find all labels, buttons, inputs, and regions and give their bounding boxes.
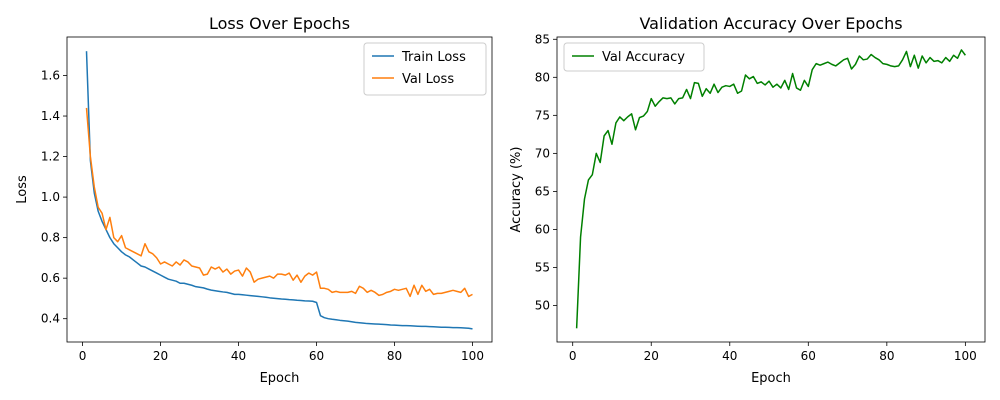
x-tick-label: 80 [387,349,402,363]
legend-label: Train Loss [401,50,466,65]
y-tick-label: 1.2 [41,150,60,164]
y-tick-label: 55 [535,260,550,274]
series-line-val-accuracy [577,50,966,328]
x-tick-label: 100 [954,349,977,363]
x-tick-label: 60 [801,349,816,363]
legend-label: Val Accuracy [602,50,685,65]
y-tick-label: 0.4 [41,312,60,326]
chart-title: Loss Over Epochs [209,14,350,33]
x-tick-label: 40 [231,349,246,363]
x-tick-label: 40 [722,349,737,363]
y-tick-label: 1.4 [41,109,60,123]
legend: Val Accuracy [564,43,704,71]
y-tick-label: 65 [535,184,550,198]
x-tick-label: 60 [309,349,324,363]
x-tick-label: 0 [79,349,87,363]
series-line-val-loss [87,108,473,296]
chart-title: Validation Accuracy Over Epochs [639,14,902,33]
y-tick-label: 85 [535,32,550,46]
x-tick-label: 0 [569,349,577,363]
y-axis-label: Loss [15,175,30,204]
y-tick-label: 80 [535,70,550,84]
y-tick-label: 0.8 [41,231,60,245]
y-tick-label: 75 [535,108,550,122]
x-tick-label: 80 [879,349,894,363]
x-tick-label: 20 [644,349,659,363]
y-tick-label: 0.6 [41,271,60,285]
x-tick-label: 20 [153,349,168,363]
y-tick-label: 70 [535,146,550,160]
y-tick-label: 60 [535,222,550,236]
x-axis-label: Epoch [751,371,791,386]
legend-label: Val Loss [402,72,454,87]
x-tick-label: 100 [461,349,484,363]
chart-panel-1: 0 20 40 60 80 100 0.4 0.6 0.8 1.0 1.2 1.4 1.6 Loss Ov… [15,14,492,386]
chart-panel-2: 0 20 40 60 80 100 50 55 60 65 70 75 80 85 Validation A… [509,14,985,386]
y-tick-label: 50 [535,298,550,312]
x-axis-label: Epoch [260,371,300,386]
y-axis-label: Accuracy (%) [509,147,524,233]
axes-frame [557,37,985,342]
y-tick-label: 1.0 [41,190,60,204]
legend: Train Loss Val Loss [364,43,486,95]
y-tick-label: 1.6 [41,69,60,83]
